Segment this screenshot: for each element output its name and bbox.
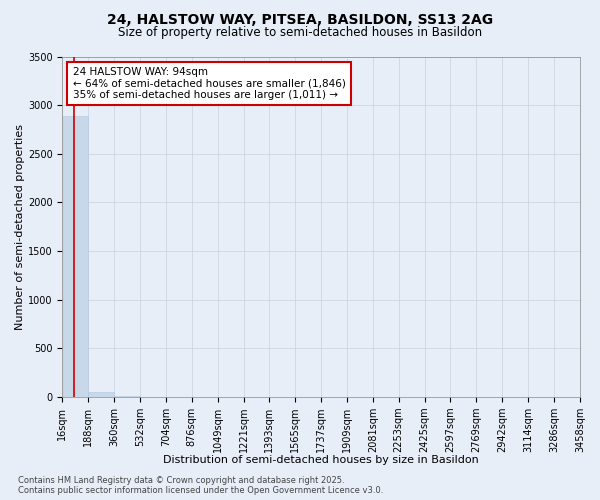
Text: Contains HM Land Registry data © Crown copyright and database right 2025.
Contai: Contains HM Land Registry data © Crown c… <box>18 476 383 495</box>
Text: 24, HALSTOW WAY, PITSEA, BASILDON, SS13 2AG: 24, HALSTOW WAY, PITSEA, BASILDON, SS13 … <box>107 12 493 26</box>
Bar <box>88 392 114 397</box>
Y-axis label: Number of semi-detached properties: Number of semi-detached properties <box>15 124 25 330</box>
Bar <box>62 116 88 397</box>
Text: Size of property relative to semi-detached houses in Basildon: Size of property relative to semi-detach… <box>118 26 482 39</box>
X-axis label: Distribution of semi-detached houses by size in Basildon: Distribution of semi-detached houses by … <box>163 455 479 465</box>
Text: 24 HALSTOW WAY: 94sqm
← 64% of semi-detached houses are smaller (1,846)
35% of s: 24 HALSTOW WAY: 94sqm ← 64% of semi-deta… <box>73 66 346 100</box>
